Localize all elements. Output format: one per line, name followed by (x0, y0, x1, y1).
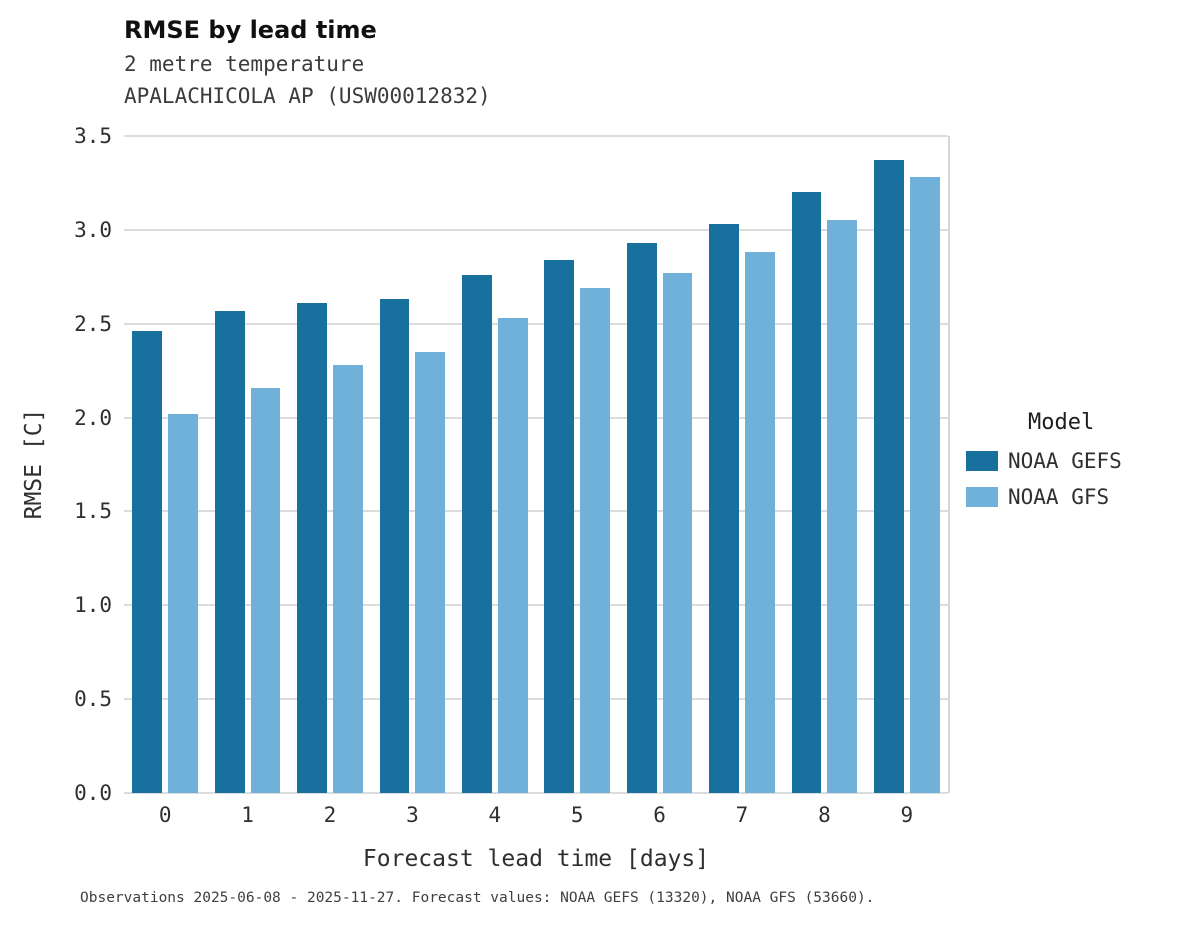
gridline (124, 510, 948, 513)
legend-swatch-icon (966, 451, 998, 471)
bar-noaa-gfs (745, 252, 775, 793)
bar-noaa-gefs (544, 259, 575, 793)
x-tick-label: 9 (900, 803, 914, 827)
bar-noaa-gefs (462, 274, 492, 793)
bar-noaa-gfs (415, 351, 446, 793)
bar-noaa-gefs (214, 310, 245, 793)
y-tick-label: 1.0 (74, 593, 112, 618)
bar-noaa-gefs (297, 303, 327, 793)
footnote-caption: Observations 2025-06-08 - 2025-11-27. Fo… (80, 890, 875, 906)
y-tick-label: 2.5 (74, 311, 112, 336)
bar-noaa-gfs (497, 318, 528, 793)
x-tick-label: 2 (323, 803, 337, 827)
chart-subtitle-variable: 2 metre temperature (124, 52, 365, 76)
x-tick-label: 1 (241, 803, 254, 827)
x-tick-label: 6 (653, 803, 666, 827)
y-tick-label: 0.0 (74, 781, 112, 805)
bar-noaa-gefs (874, 160, 904, 793)
bar-noaa-gefs (709, 224, 739, 793)
gridline (124, 135, 948, 137)
y-tick-label: 3.5 (74, 124, 112, 148)
chart-title: RMSE by lead time (124, 16, 377, 44)
y-tick-label: 0.5 (74, 687, 112, 712)
x-tick-label: 3 (406, 803, 419, 827)
x-tick-label: 5 (570, 803, 584, 827)
bar-noaa-gfs (662, 273, 693, 793)
bar-noaa-gfs (827, 220, 858, 793)
bar-noaa-gefs (626, 243, 657, 793)
bar-noaa-gfs (333, 365, 363, 793)
gridline (124, 604, 948, 607)
legend-title: Model (1028, 410, 1095, 435)
x-tick-label: 7 (735, 803, 749, 827)
y-tick-label: 1.5 (74, 499, 112, 524)
x-axis-label: Forecast lead time [days] (362, 846, 710, 872)
legend-entry: NOAA GFS (966, 485, 1122, 509)
bar-noaa-gefs (132, 331, 163, 793)
bar-noaa-gfs (168, 413, 198, 793)
gridline (124, 792, 948, 794)
x-tick-label: 8 (818, 803, 831, 827)
gridline (124, 322, 948, 325)
bar-noaa-gfs (909, 177, 940, 793)
legend: Model NOAA GEFS NOAA GFS (966, 410, 1122, 521)
bar-noaa-gfs (580, 288, 610, 793)
legend-swatch-icon (966, 487, 998, 507)
chart-subtitle-station: APALACHICOLA AP (USW00012832) (124, 84, 491, 108)
y-tick-label: 3.0 (74, 217, 112, 242)
gridline (124, 698, 948, 701)
bar-noaa-gefs (791, 192, 822, 793)
bar-noaa-gefs (379, 299, 410, 793)
gridline (124, 416, 948, 419)
legend-entry-label: NOAA GEFS (1008, 449, 1122, 473)
plot-area (124, 135, 950, 794)
legend-entries: NOAA GEFS NOAA GFS (966, 449, 1122, 509)
gridline (124, 228, 948, 231)
x-tick-label: 4 (488, 803, 502, 827)
x-tick-label: 0 (158, 803, 172, 827)
y-tick-label: 2.0 (74, 405, 112, 430)
legend-entry: NOAA GEFS (966, 449, 1122, 473)
legend-entry-label: NOAA GFS (1008, 485, 1110, 509)
bar-noaa-gfs (250, 387, 281, 793)
